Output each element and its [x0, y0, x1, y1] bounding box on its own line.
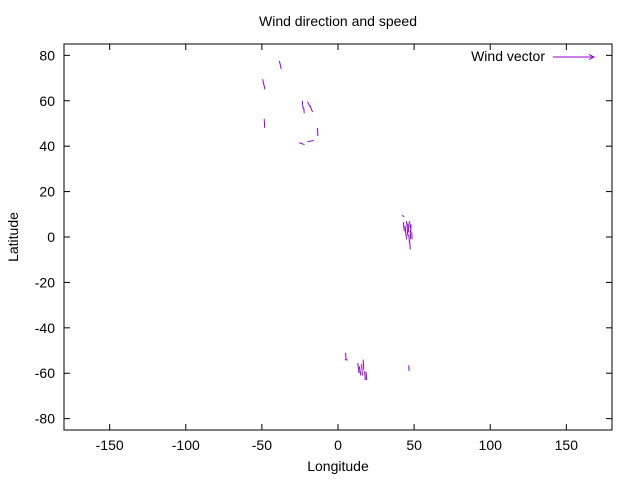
y-tick-label: 40 — [39, 138, 55, 154]
plot-frame — [64, 44, 612, 430]
wind-vector — [359, 366, 361, 375]
wind-vector — [263, 79, 265, 89]
x-tick-label: -100 — [172, 437, 200, 453]
wind-vector — [410, 221, 411, 228]
y-tick-label: -40 — [35, 320, 55, 336]
x-tick-label: -50 — [252, 437, 272, 453]
wind-vector — [302, 101, 303, 109]
wind-vector — [279, 61, 281, 69]
wind-vector — [410, 240, 411, 249]
wind-vector — [363, 360, 364, 370]
wind-vector — [358, 363, 359, 373]
y-tick-label: -60 — [35, 365, 55, 381]
y-tick-label: 80 — [39, 47, 55, 63]
legend-label: Wind vector — [471, 48, 545, 64]
wind-vector — [308, 141, 314, 142]
x-axis: -150 -100 -50 0 50 100 150 — [96, 44, 579, 453]
wind-vector — [362, 364, 363, 375]
x-tick-label: 100 — [479, 437, 503, 453]
chart-title: Wind direction and speed — [259, 13, 417, 29]
wind-vectors — [263, 61, 412, 380]
y-axis-label: Latitude — [5, 212, 21, 262]
legend: Wind vector — [471, 48, 594, 64]
wind-vector — [403, 222, 404, 231]
x-tick-label: 0 — [334, 437, 342, 453]
y-tick-label: 0 — [47, 229, 55, 245]
y-tick-label: -20 — [35, 274, 55, 290]
x-tick-label: 150 — [555, 437, 579, 453]
wind-vector — [407, 221, 408, 229]
wind-vector — [365, 371, 366, 380]
x-axis-label: Longitude — [307, 458, 369, 474]
y-axis: -80 -60 -40 -20 0 20 40 60 80 — [35, 47, 612, 426]
y-tick-label: 60 — [39, 93, 55, 109]
x-tick-label: -150 — [96, 437, 124, 453]
y-tick-label: -80 — [35, 411, 55, 427]
wind-vector — [408, 223, 409, 232]
x-tick-label: 50 — [406, 437, 422, 453]
wind-vector — [407, 229, 408, 236]
wind-vector — [310, 105, 313, 112]
wind-vector — [264, 119, 265, 128]
wind-vector — [402, 215, 404, 216]
wind-vector — [299, 143, 304, 145]
y-tick-label: 20 — [39, 184, 55, 200]
